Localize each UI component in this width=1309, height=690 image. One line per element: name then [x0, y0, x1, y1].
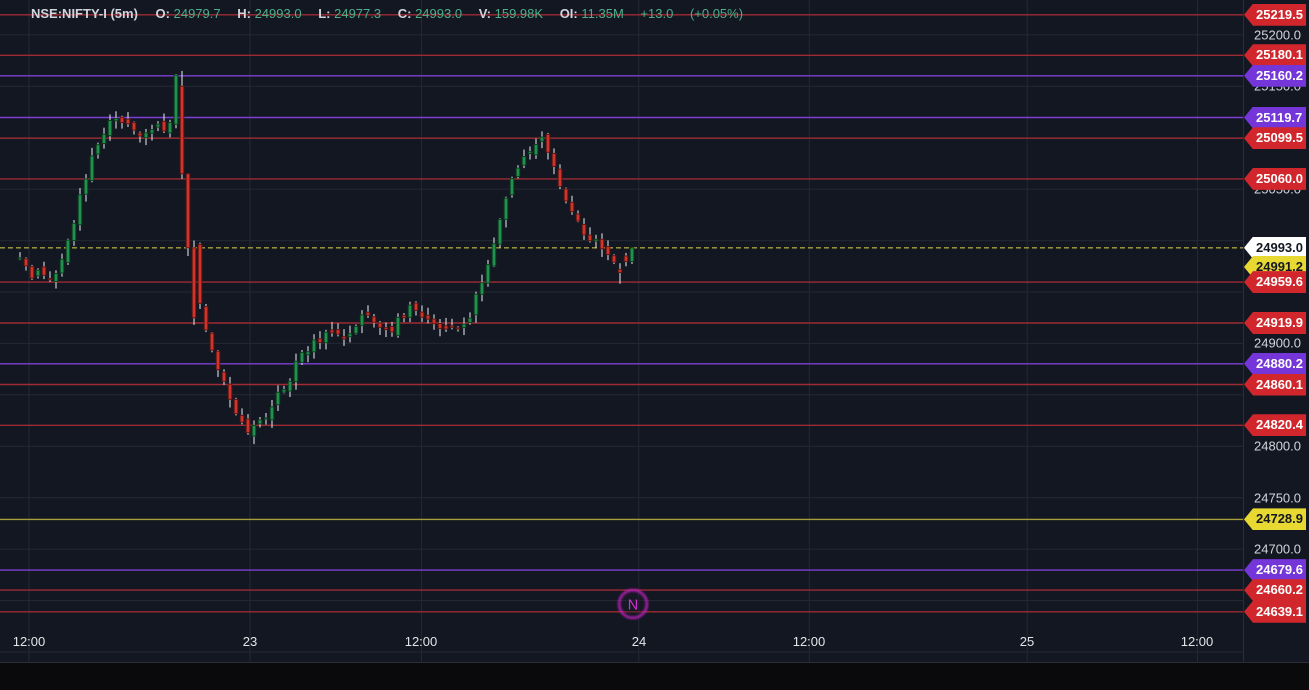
svg-text:N: N	[628, 598, 638, 614]
